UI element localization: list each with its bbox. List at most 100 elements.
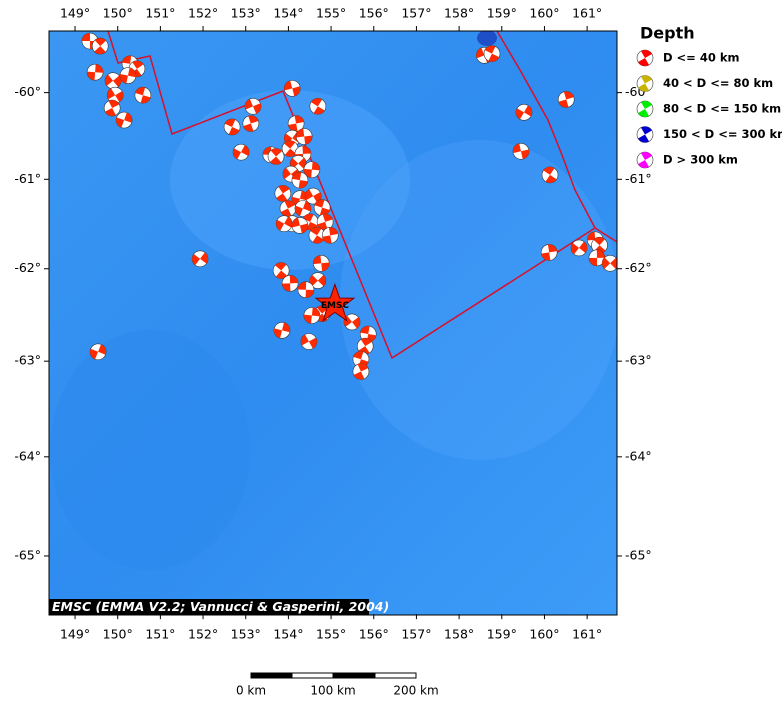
- beachball-quadrants: [283, 140, 297, 157]
- beachball-quadrants: [224, 118, 240, 135]
- credit-box: [49, 599, 369, 615]
- legend-label: 40 < D <= 80 km: [663, 76, 773, 90]
- credit: EMSC (EMMA V2.2; Vannucci & Gasperini, 2…: [52, 599, 389, 614]
- beachball-quadrants: [593, 237, 606, 254]
- scale-segment: [332, 672, 376, 679]
- focal-mechanism: [279, 200, 297, 217]
- beachball-quadrants: [602, 257, 617, 270]
- tick-labels: 149° 149° 150° 150° 151° 151° 152° 152° 153° 153°…: [14, 6, 651, 642]
- lat-label-left: -62°: [14, 260, 41, 275]
- beachball-quadrants: [291, 217, 308, 234]
- lon-label-top: 151°: [145, 6, 175, 21]
- legend-label: D <= 40 km: [663, 51, 739, 65]
- beachball-quadrants: [297, 281, 314, 298]
- lon-label-bottom: 156°: [359, 627, 389, 642]
- focal-mechanism: [303, 161, 321, 178]
- lon-label-bottom: 158°: [444, 627, 474, 642]
- legend-quadrants: [638, 126, 652, 143]
- beachball-quadrants: [358, 338, 372, 355]
- focal-mechanism: [275, 215, 293, 232]
- focal-mechanism: [223, 118, 241, 136]
- focal-mechanism: [316, 213, 334, 231]
- beachball-quadrants: [300, 334, 317, 349]
- focal-mechanism: [232, 143, 250, 161]
- lon-label-bottom: 154°: [273, 627, 303, 642]
- lat-label-left: -63°: [14, 353, 41, 368]
- beachball-quadrants: [276, 216, 293, 231]
- focal-mechanism: [242, 115, 260, 132]
- lat-label-left: -61°: [14, 171, 41, 186]
- beachball-quadrants: [94, 38, 107, 55]
- lat-label-right: -64°: [625, 448, 652, 463]
- lon-label-top: 158°: [444, 6, 474, 21]
- legend-quadrants: [638, 50, 652, 66]
- focal-mechanism: [295, 128, 313, 145]
- beachball-quadrants: [515, 105, 532, 120]
- lon-label-bottom: 160°: [529, 627, 559, 642]
- focal-mechanism: [283, 80, 301, 97]
- beachball-quadrants: [309, 274, 326, 287]
- scale-label: 0 km: [236, 684, 266, 698]
- focal-mechanism: [483, 45, 501, 62]
- lat-label-right: -61°: [625, 171, 652, 186]
- focal-mechanism: [115, 111, 133, 129]
- lon-label-top: 152°: [188, 6, 218, 21]
- beachball-quadrants: [292, 172, 308, 189]
- beachball-quadrants: [233, 145, 250, 160]
- legend-symbol: [636, 100, 654, 118]
- focal-mechanism: [303, 307, 321, 324]
- beachball-quadrants: [105, 100, 120, 117]
- scale-segment: [374, 672, 417, 679]
- focal-mechanism: [300, 333, 318, 350]
- lon-label-bottom: 159°: [487, 627, 517, 642]
- legend-title: Depth: [640, 24, 695, 43]
- legend: Depth D <= 40 km 40 < D <= 80 km 80 < D <=…: [636, 24, 782, 169]
- lat-label-right: -65°: [625, 547, 652, 562]
- scale-label: 200 km: [393, 684, 438, 698]
- beachball-quadrants: [541, 244, 558, 261]
- beachball-quadrants: [303, 161, 320, 178]
- beachball-quadrants: [314, 199, 330, 216]
- focal-mechanism: [309, 98, 327, 115]
- legend-label: 80 < D <= 150 km: [663, 102, 781, 116]
- beachball-quadrants: [107, 88, 124, 103]
- legend-quadrants: [638, 152, 652, 168]
- focal-mechanism: [512, 142, 530, 160]
- lat-label-right: -62°: [625, 260, 652, 275]
- legend-symbol: [636, 75, 654, 92]
- focal-mechanism: [541, 166, 559, 184]
- beachball-quadrants: [311, 98, 325, 115]
- events-layer: EMSC: [81, 32, 617, 380]
- legend-label: 150 < D <= 300 km: [663, 127, 782, 141]
- lon-label-top: 153°: [231, 6, 261, 21]
- lon-label-top: 157°: [401, 6, 431, 21]
- focal-mechanism: [244, 98, 262, 115]
- beachball-quadrants: [302, 213, 318, 230]
- lon-label-top: 156°: [359, 6, 389, 21]
- lon-label-bottom: 153°: [231, 627, 261, 642]
- lon-label-top: 159°: [487, 6, 517, 21]
- beachball-quadrants: [284, 80, 301, 97]
- beachball-quadrants: [270, 148, 282, 165]
- focal-mechanism: [570, 239, 588, 257]
- lat-label-left: -60°: [14, 84, 41, 99]
- lon-label-bottom: 149°: [60, 627, 90, 642]
- beachball-quadrants: [243, 115, 259, 132]
- beachball-quadrants: [116, 112, 133, 128]
- lon-label-top: 149°: [60, 6, 90, 21]
- epicenter-star: [314, 282, 356, 322]
- focal-mechanism: [274, 185, 292, 202]
- beachball-quadrants: [280, 200, 296, 217]
- lat-label-left: -65°: [14, 547, 41, 562]
- map-area: EMSC: [49, 31, 617, 615]
- lat-label-left: -64°: [14, 448, 41, 463]
- beachball-quadrants: [288, 115, 304, 132]
- beachball-quadrants: [543, 166, 557, 183]
- lat-label-right: -63°: [625, 353, 652, 368]
- focal-mechanism: [352, 363, 370, 380]
- epicenter-label: EMSC: [321, 301, 350, 311]
- beachball-quadrants: [571, 241, 588, 255]
- plate-boundary: [496, 31, 596, 229]
- focal-mechanism: [294, 200, 312, 217]
- focal-mechanism: [106, 86, 124, 104]
